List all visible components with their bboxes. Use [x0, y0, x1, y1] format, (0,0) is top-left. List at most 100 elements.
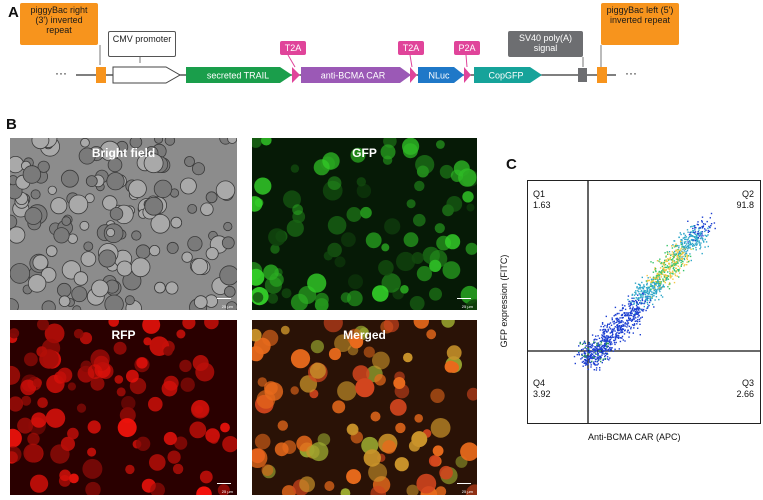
cell: [106, 172, 125, 191]
event-point: [604, 349, 607, 352]
event-point: [655, 283, 657, 285]
event-point: [608, 347, 611, 349]
event-point: [619, 322, 621, 324]
event-point: [654, 267, 656, 269]
event-point: [612, 321, 614, 323]
event-point: [653, 285, 656, 287]
event-point: [615, 333, 617, 335]
event-point: [659, 290, 661, 293]
event-point: [658, 277, 661, 279]
cell: [191, 400, 209, 418]
event-point: [677, 265, 680, 267]
cell: [24, 352, 38, 367]
event-point: [654, 278, 656, 280]
event-point: [584, 356, 586, 358]
cell: [355, 378, 375, 398]
event-point: [688, 236, 691, 238]
event-point: [594, 352, 597, 354]
cell: [413, 320, 429, 329]
event-point: [657, 276, 660, 278]
event-point: [662, 267, 664, 269]
event-point: [680, 257, 683, 260]
event-point: [668, 288, 671, 290]
event-point: [661, 296, 664, 298]
event-point: [701, 231, 704, 233]
event-point: [676, 275, 678, 277]
event-point: [678, 276, 680, 278]
cell: [426, 329, 437, 340]
event-point: [621, 335, 624, 338]
event-point: [647, 287, 649, 289]
event-point: [664, 269, 667, 271]
event-point: [605, 352, 607, 354]
cell: [290, 293, 309, 310]
event-point: [601, 348, 603, 350]
event-point: [652, 262, 654, 264]
q4-name: Q4: [533, 378, 546, 388]
event-point: [632, 318, 634, 320]
event-point: [671, 270, 674, 272]
event-point: [653, 292, 656, 295]
event-point: [609, 342, 612, 344]
event-point: [669, 253, 671, 255]
cell: [179, 177, 197, 195]
cell: [465, 299, 477, 310]
event-point: [643, 290, 645, 292]
event-point: [621, 314, 623, 316]
event-point: [616, 326, 619, 329]
cell: [292, 204, 303, 216]
event-point: [622, 331, 624, 333]
cell: [60, 436, 75, 451]
event-point: [637, 308, 639, 310]
event-point: [666, 275, 668, 277]
event-point: [601, 361, 603, 364]
cell: [324, 481, 335, 491]
event-point: [616, 317, 619, 320]
event-point: [660, 273, 662, 276]
cell: [462, 191, 474, 203]
event-point: [615, 335, 617, 338]
event-point: [607, 348, 609, 351]
event-point: [584, 353, 586, 355]
event-point: [616, 325, 619, 327]
event-point: [582, 360, 585, 363]
event-point: [639, 285, 641, 287]
event-point: [688, 234, 691, 236]
event-point: [675, 249, 677, 251]
event-point: [663, 280, 666, 283]
event-point: [581, 343, 584, 345]
cell: [10, 328, 20, 339]
cell: [322, 152, 340, 170]
cell: [164, 138, 176, 146]
event-point: [694, 227, 696, 229]
event-point: [628, 318, 631, 320]
event-point: [645, 290, 647, 292]
panel-a-letter: A: [8, 4, 19, 21]
event-point: [607, 342, 609, 345]
event-point: [578, 353, 580, 355]
event-point: [629, 314, 631, 317]
event-point: [584, 342, 587, 345]
event-point: [604, 336, 606, 338]
event-point: [633, 323, 636, 325]
cell: [30, 189, 41, 200]
event-point: [642, 291, 644, 293]
event-point: [637, 312, 639, 314]
event-point: [633, 297, 635, 300]
cell: [299, 476, 315, 493]
cell: [400, 285, 409, 294]
event-point: [606, 331, 608, 333]
event-point: [671, 262, 673, 264]
event-point: [640, 289, 643, 292]
cell: [393, 377, 406, 389]
cell: [194, 295, 208, 309]
event-point: [637, 294, 639, 296]
event-point: [624, 322, 626, 324]
event-point: [631, 324, 634, 326]
event-point: [679, 255, 682, 257]
event-point: [677, 269, 679, 271]
t2a-marker-2: [410, 67, 417, 83]
event-point: [678, 247, 680, 249]
event-point: [606, 325, 608, 327]
event-point: [648, 296, 650, 298]
